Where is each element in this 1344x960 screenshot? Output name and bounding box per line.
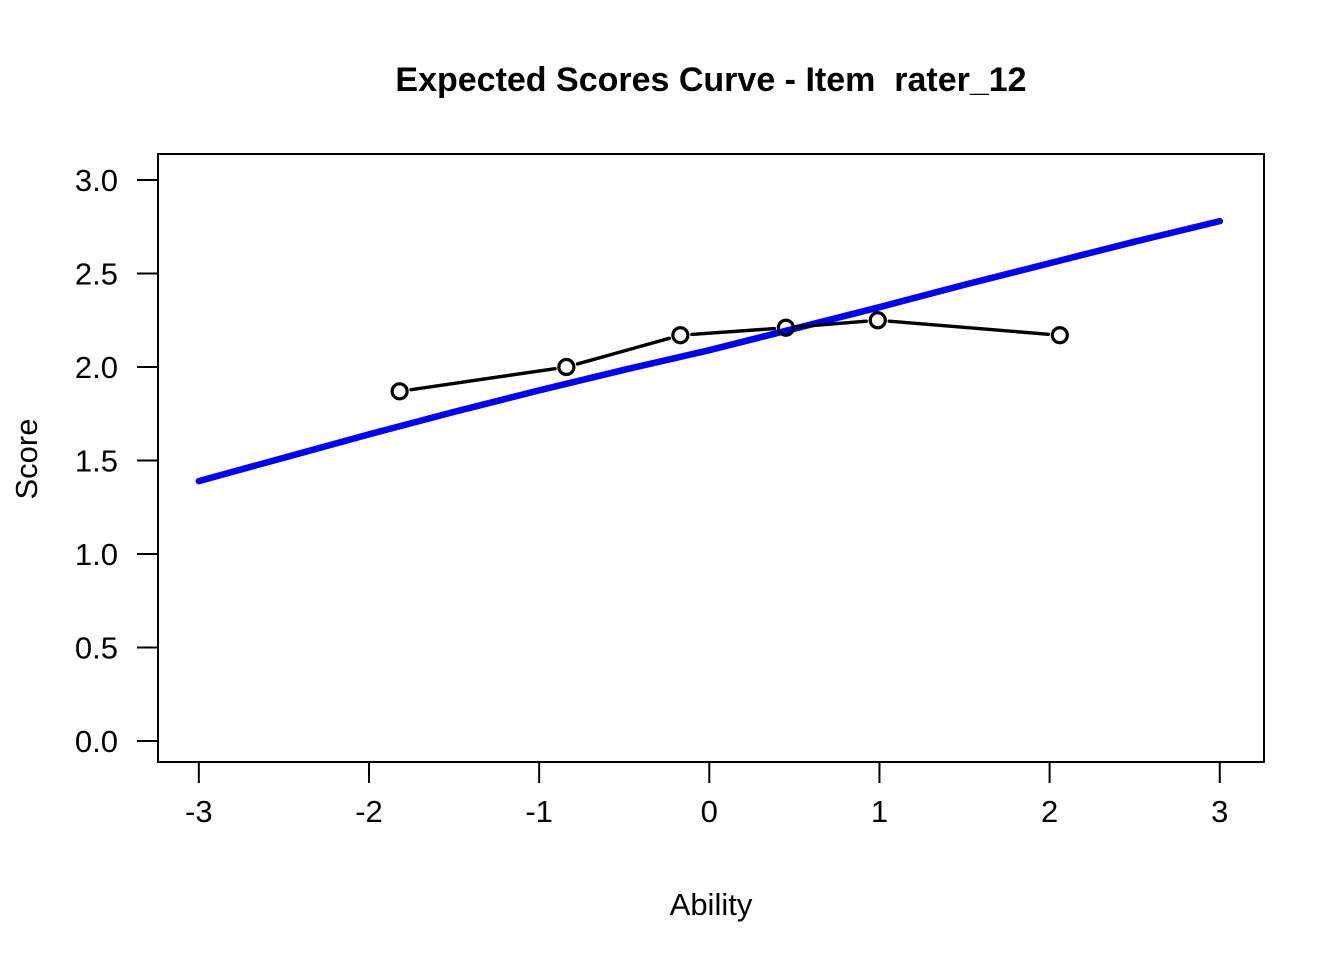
x-tick-label: -3: [185, 794, 213, 829]
observed-segment: [409, 366, 557, 392]
observed-point-marker: [776, 318, 795, 337]
x-tick-label: 0: [701, 794, 718, 829]
y-tick-label: 3.0: [75, 163, 118, 198]
y-tick-label: 1.5: [75, 444, 118, 479]
x-axis-label: Ability: [669, 887, 753, 922]
observed-segment: [887, 319, 1051, 336]
expected-curve-line: [195, 217, 1224, 485]
y-tick-label: 1.0: [75, 537, 118, 572]
x-tick-label: 2: [1041, 794, 1058, 829]
chart-title: Expected Scores Curve - Item rater_12: [395, 61, 1027, 99]
observed-point-marker: [671, 326, 690, 345]
x-tick-label: -1: [525, 794, 553, 829]
y-tick-label: 2.5: [75, 257, 118, 292]
observed-point-marker: [390, 382, 409, 401]
x-tick-label: 3: [1211, 794, 1228, 829]
observed-point-marker: [557, 357, 576, 377]
plot-box: [157, 153, 1265, 763]
x-tick-label: -2: [355, 794, 383, 829]
observed-point-marker: [1050, 326, 1069, 345]
x-tick-label: 1: [871, 794, 888, 829]
y-tick-label: 0.0: [75, 724, 118, 759]
y-tick-label: 0.5: [75, 631, 118, 666]
observed-point-marker: [868, 311, 887, 330]
observed-segment: [690, 326, 777, 337]
observed-segment: [795, 319, 868, 329]
observed-segment: [575, 336, 671, 366]
y-tick-label: 2.0: [75, 350, 118, 385]
